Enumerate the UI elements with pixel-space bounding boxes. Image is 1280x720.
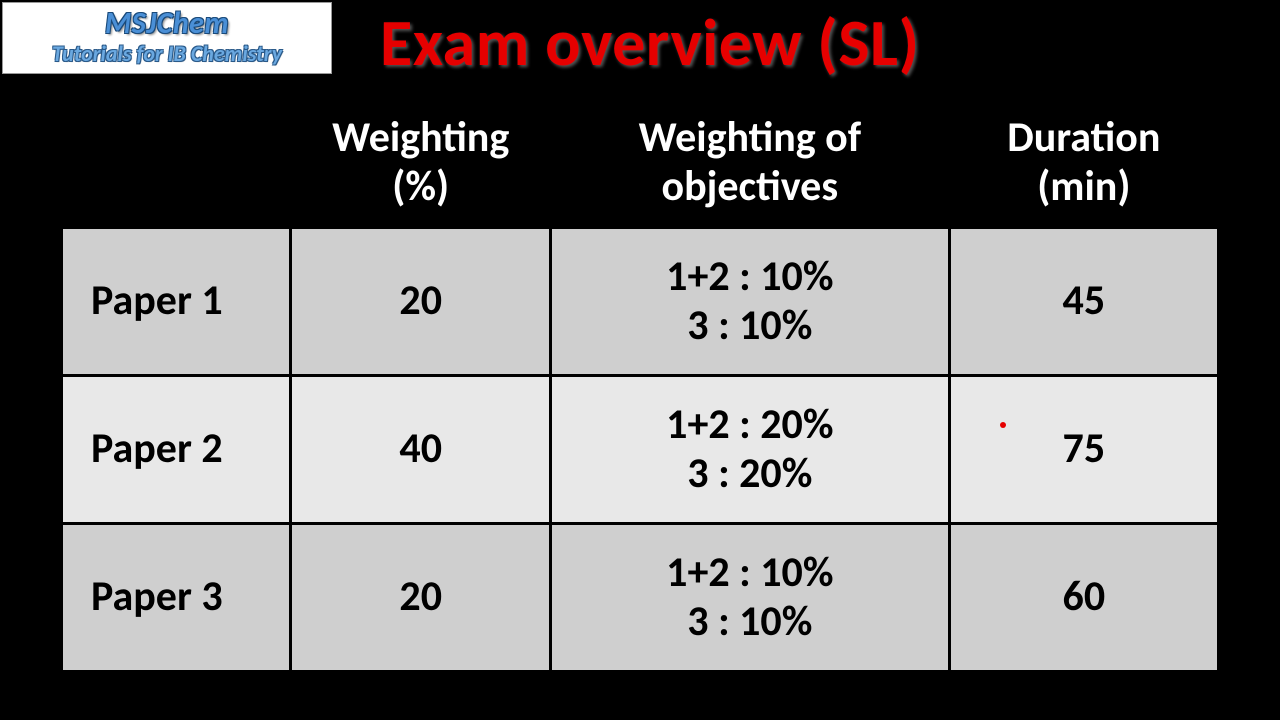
col-header-duration: Duration (min): [949, 98, 1218, 228]
logo-box: MSJChem Tutorials for IB Chemistry: [2, 2, 332, 74]
cell-duration: 75: [949, 376, 1218, 524]
cell-weighting: 20: [291, 524, 551, 672]
cell-paper: Paper 1: [62, 228, 291, 376]
exam-overview-table: Weighting (%) Weighting of objectives Du…: [60, 96, 1220, 673]
table-header-row: Weighting (%) Weighting of objectives Du…: [62, 98, 1219, 228]
table-row: Paper 3 20 1+2 : 10% 3 : 10% 60: [62, 524, 1219, 672]
table-row: Paper 1 20 1+2 : 10% 3 : 10% 45: [62, 228, 1219, 376]
col-header-objectives: Weighting of objectives: [550, 98, 949, 228]
obj-line2: 3 : 10%: [687, 596, 812, 647]
cell-objectives: 1+2 : 10% 3 : 10%: [550, 524, 949, 672]
cell-weighting: 20: [291, 228, 551, 376]
logo-subtitle: Tutorials for IB Chemistry: [3, 40, 331, 67]
obj-line1: 1+2 : 10%: [666, 547, 833, 598]
cell-paper: Paper 3: [62, 524, 291, 672]
cell-duration: 60: [949, 524, 1218, 672]
page-title: Exam overview (SL): [380, 2, 920, 83]
obj-line2: 3 : 10%: [687, 300, 812, 351]
col-header-paper: [62, 98, 291, 228]
col-header-weighting: Weighting (%): [291, 98, 551, 228]
laser-pointer-dot: [1000, 422, 1006, 428]
cell-weighting: 40: [291, 376, 551, 524]
cell-duration: 45: [949, 228, 1218, 376]
cell-paper: Paper 2: [62, 376, 291, 524]
logo-title: MSJChem: [3, 5, 331, 42]
cell-objectives: 1+2 : 20% 3 : 20%: [550, 376, 949, 524]
obj-line2: 3 : 20%: [687, 448, 812, 499]
cell-objectives: 1+2 : 10% 3 : 10%: [550, 228, 949, 376]
obj-line1: 1+2 : 20%: [666, 399, 833, 450]
table-row: Paper 2 40 1+2 : 20% 3 : 20% 75: [62, 376, 1219, 524]
obj-line1: 1+2 : 10%: [666, 251, 833, 302]
